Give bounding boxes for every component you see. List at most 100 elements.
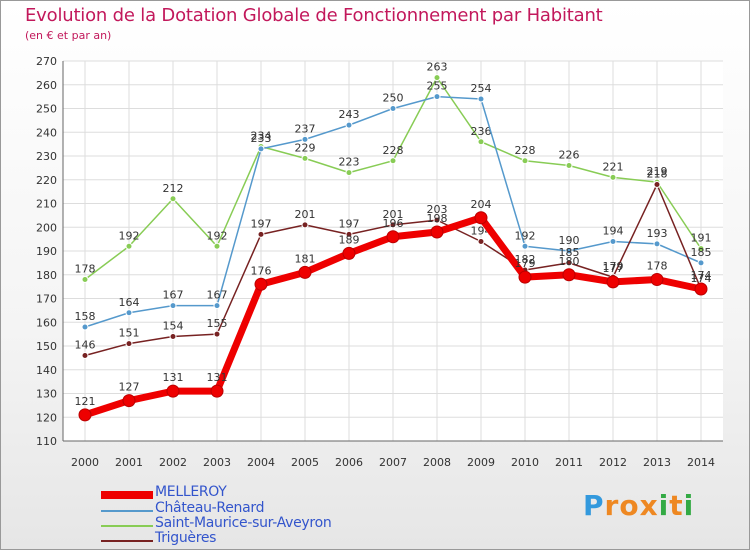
data-point-trigueres (125, 340, 133, 348)
x-tick-label: 2000 (71, 456, 99, 469)
data-label-chateau-renard: 192 (515, 229, 536, 242)
data-label-chateau-renard: 167 (163, 289, 184, 302)
data-point-melleroy (166, 384, 180, 398)
data-label-saint-maurice-sur-aveyron: 223 (339, 156, 360, 169)
y-tick-label: 270 (36, 55, 57, 68)
data-label-chateau-renard: 237 (295, 122, 316, 135)
data-point-melleroy (606, 275, 620, 289)
data-point-chateau-renard (213, 302, 221, 310)
data-label-chateau-renard: 250 (383, 92, 404, 105)
y-tick-label: 150 (36, 340, 57, 353)
data-point-chateau-renard (697, 259, 705, 267)
data-point-melleroy (518, 270, 532, 284)
data-point-saint-maurice-sur-aveyron (609, 173, 617, 181)
y-tick-label: 120 (36, 411, 57, 424)
data-point-chateau-renard (345, 121, 353, 129)
data-label-saint-maurice-sur-aveyron: 192 (207, 229, 228, 242)
data-point-chateau-renard (433, 93, 441, 101)
y-tick-label: 140 (36, 364, 57, 377)
data-point-chateau-renard (301, 135, 309, 143)
data-label-melleroy: 181 (295, 252, 316, 265)
data-label-melleroy: 198 (427, 212, 448, 225)
logo-letter: i (658, 489, 670, 522)
data-label-chateau-renard: 233 (251, 132, 272, 145)
data-point-trigueres (257, 230, 265, 238)
data-point-melleroy (386, 230, 400, 244)
data-point-chateau-renard (609, 238, 617, 245)
y-tick-label: 230 (36, 150, 57, 163)
x-tick-label: 2010 (511, 456, 539, 469)
data-point-saint-maurice-sur-aveyron (521, 157, 529, 165)
x-tick-label: 2001 (115, 456, 143, 469)
data-point-melleroy (650, 273, 664, 286)
data-point-trigueres (389, 221, 397, 229)
data-point-melleroy (694, 282, 708, 296)
data-label-saint-maurice-sur-aveyron: 263 (427, 61, 448, 74)
legend-label-trigueres: Triguères (155, 530, 217, 546)
data-label-melleroy: 131 (207, 371, 228, 384)
data-point-saint-maurice-sur-aveyron (169, 195, 177, 203)
data-label-saint-maurice-sur-aveyron: 212 (163, 182, 184, 195)
legend-label-saint-maurice: Saint-Maurice-sur-Aveyron (155, 515, 332, 531)
data-point-trigueres (345, 230, 353, 238)
data-label-chateau-renard: 254 (471, 82, 492, 95)
data-label-trigueres: 155 (207, 317, 228, 330)
data-label-saint-maurice-sur-aveyron: 192 (119, 229, 140, 242)
y-tick-label: 170 (36, 293, 57, 306)
y-tick-label: 130 (36, 388, 57, 401)
data-point-saint-maurice-sur-aveyron (345, 169, 353, 177)
y-tick-label: 260 (36, 79, 57, 92)
data-point-chateau-renard (81, 323, 89, 331)
data-point-melleroy (254, 277, 268, 291)
y-tick-label: 240 (36, 126, 57, 139)
data-label-chateau-renard: 194 (603, 225, 624, 238)
data-label-melleroy: 204 (471, 198, 492, 211)
data-label-chateau-renard: 190 (559, 234, 580, 247)
x-tick-label: 2005 (291, 456, 319, 469)
proxiti-logo: Proxiti (583, 489, 694, 522)
data-point-trigueres (433, 216, 441, 224)
data-label-chateau-renard: 255 (427, 80, 448, 93)
data-point-melleroy (430, 225, 444, 239)
x-tick-label: 2011 (555, 456, 583, 469)
y-tick-label: 200 (36, 221, 57, 234)
data-label-chateau-renard: 167 (207, 289, 228, 302)
data-label-melleroy: 121 (75, 395, 96, 408)
data-label-saint-maurice-sur-aveyron: 191 (691, 232, 712, 245)
x-tick-label: 2013 (643, 456, 671, 469)
chart-subtitle: (en € et par an) (25, 29, 112, 42)
x-tick-label: 2002 (159, 456, 187, 469)
data-point-saint-maurice-sur-aveyron (389, 157, 397, 165)
data-label-trigueres: 146 (75, 339, 96, 352)
data-label-trigueres: 197 (339, 217, 360, 230)
data-point-saint-maurice-sur-aveyron (697, 245, 705, 253)
data-label-saint-maurice-sur-aveyron: 221 (603, 160, 624, 173)
x-tick-label: 2007 (379, 456, 407, 469)
data-label-trigueres: 182 (515, 253, 536, 266)
data-point-saint-maurice-sur-aveyron (433, 74, 441, 82)
data-label-melleroy: 180 (559, 255, 580, 268)
data-label-chateau-renard: 243 (339, 108, 360, 121)
legend-swatch-chateau-renard (101, 510, 153, 512)
data-label-trigueres: 197 (251, 217, 272, 230)
x-tick-label: 2006 (335, 456, 363, 469)
data-point-chateau-renard (653, 240, 661, 248)
data-label-chateau-renard: 193 (647, 227, 668, 240)
data-label-melleroy: 189 (339, 233, 360, 246)
y-tick-label: 250 (36, 103, 57, 116)
data-label-trigueres: 203 (427, 203, 448, 216)
data-label-trigueres: 154 (163, 320, 184, 333)
x-tick-label: 2012 (599, 456, 627, 469)
legend-label-chateau-renard: Château-Renard (155, 500, 265, 516)
data-point-saint-maurice-sur-aveyron (213, 242, 221, 250)
data-point-trigueres (81, 352, 89, 359)
data-point-melleroy (210, 384, 224, 398)
data-label-saint-maurice-sur-aveyron: 226 (559, 149, 580, 162)
data-label-saint-maurice-sur-aveyron: 219 (647, 165, 668, 178)
data-point-chateau-renard (257, 145, 265, 153)
data-point-chateau-renard (125, 309, 133, 317)
x-tick-label: 2008 (423, 456, 451, 469)
data-label-saint-maurice-sur-aveyron: 178 (75, 263, 96, 276)
data-label-melleroy: 174 (691, 269, 712, 282)
